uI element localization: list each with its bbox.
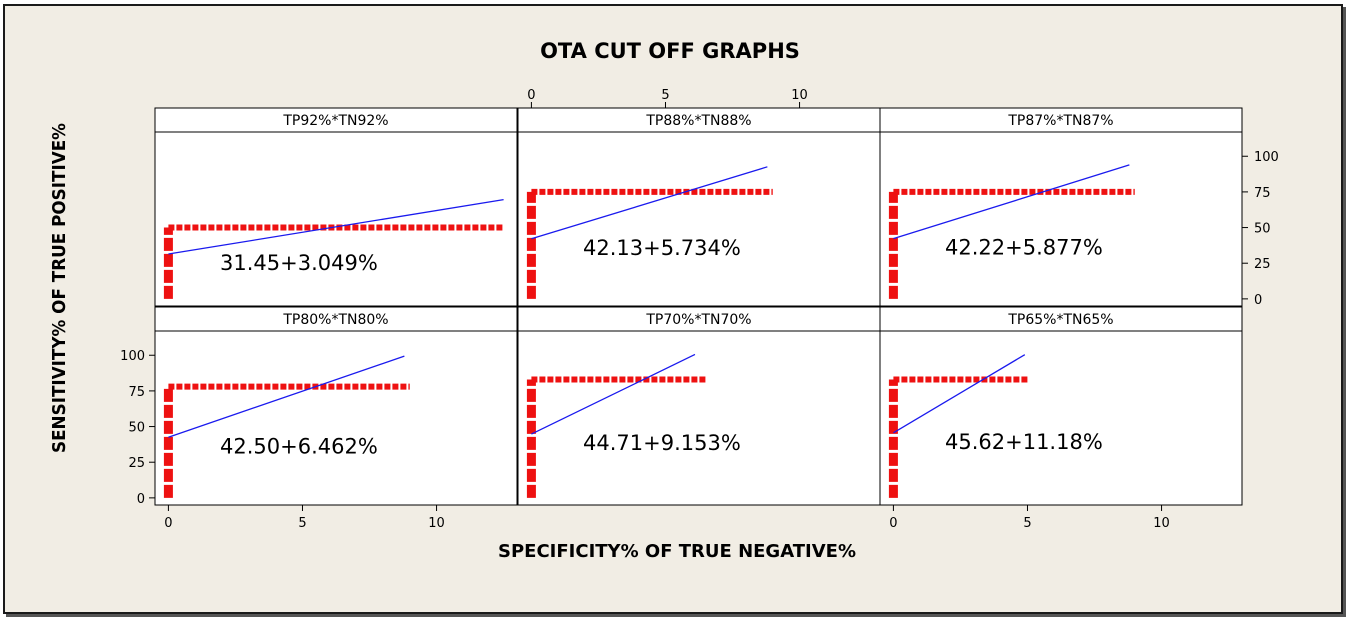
- y-tick-label: 75: [1254, 186, 1271, 201]
- panel-strip: [154, 306, 518, 332]
- y-tick-label: 50: [128, 421, 145, 436]
- panel-plot-area: [517, 330, 881, 506]
- x-tick-label: 0: [889, 516, 897, 531]
- panel-strip: [154, 107, 518, 133]
- panel-strip: [517, 107, 881, 133]
- panel-strip-label: TP65%*TN65%: [1007, 312, 1113, 328]
- fit-equation-label: 45.62+11.18%: [945, 430, 1103, 454]
- fit-line: [893, 354, 1026, 434]
- panel-strip-label: TP87%*TN87%: [1007, 113, 1113, 129]
- fit-equation-label: 31.45+3.049%: [220, 251, 378, 275]
- fit-line: [531, 166, 768, 240]
- y-tick-label: 0: [1254, 293, 1262, 308]
- panel-strip: [879, 306, 1243, 332]
- fit-equation-label: 42.22+5.877%: [945, 236, 1103, 260]
- y-tick-label: 50: [1254, 222, 1271, 237]
- x-tick-label: 10: [791, 88, 808, 103]
- panel-strip: [879, 107, 1243, 133]
- x-tick-label: 5: [1023, 516, 1031, 531]
- fit-line: [168, 355, 405, 438]
- y-tick-label: 25: [1254, 257, 1271, 272]
- panel-plot-area: [154, 330, 518, 506]
- x-tick-label: 5: [298, 516, 306, 531]
- fit-equation-label: 42.13+5.734%: [583, 236, 741, 260]
- y-tick-label: 100: [120, 349, 145, 364]
- panel-plot-area: [879, 131, 1243, 307]
- x-tick-label: 5: [661, 88, 669, 103]
- panel-strip-label: TP80%*TN80%: [282, 312, 388, 328]
- fit-line: [168, 199, 504, 255]
- x-tick-label: 0: [527, 88, 535, 103]
- y-tick-label: 75: [128, 385, 145, 400]
- fit-equation-label: 44.71+9.153%: [583, 431, 741, 455]
- panel-plot-area: [154, 131, 518, 307]
- x-axis-label: SPECIFICITY% OF TRUE NEGATIVE%: [498, 541, 856, 562]
- fit-equation-label: 42.50+6.462%: [220, 434, 378, 458]
- y-tick-label: 100: [1254, 150, 1279, 165]
- y-tick-label: 0: [137, 492, 145, 507]
- panel-plot-area: [879, 330, 1243, 506]
- y-axis-label: SENSITIVITY% OF TRUE POSITIVE%: [49, 123, 70, 453]
- x-tick-label: 10: [428, 516, 445, 531]
- x-tick-label: 10: [1153, 516, 1170, 531]
- chart-frame: OTA CUT OFF GRAPHS SPECIFICITY% OF TRUE …: [3, 4, 1343, 614]
- chart-title: OTA CUT OFF GRAPHS: [540, 39, 800, 63]
- panel-strip-label: TP92%*TN92%: [282, 113, 388, 129]
- chart-svg: OTA CUT OFF GRAPHS SPECIFICITY% OF TRUE …: [49, 39, 1279, 562]
- panel-strip-label: TP70%*TN70%: [645, 312, 751, 328]
- x-tick-label: 0: [164, 516, 172, 531]
- fit-line: [531, 353, 696, 435]
- panel-plot-area: [517, 131, 881, 307]
- y-tick-label: 25: [128, 456, 145, 471]
- panel-strip-label: TP88%*TN88%: [645, 113, 751, 129]
- panel-strip: [517, 306, 881, 332]
- fit-line: [893, 164, 1130, 240]
- plot-area: TP92%*TN92% 31.45+3.049% TP88%*TN88% 42.13+…: [120, 88, 1279, 531]
